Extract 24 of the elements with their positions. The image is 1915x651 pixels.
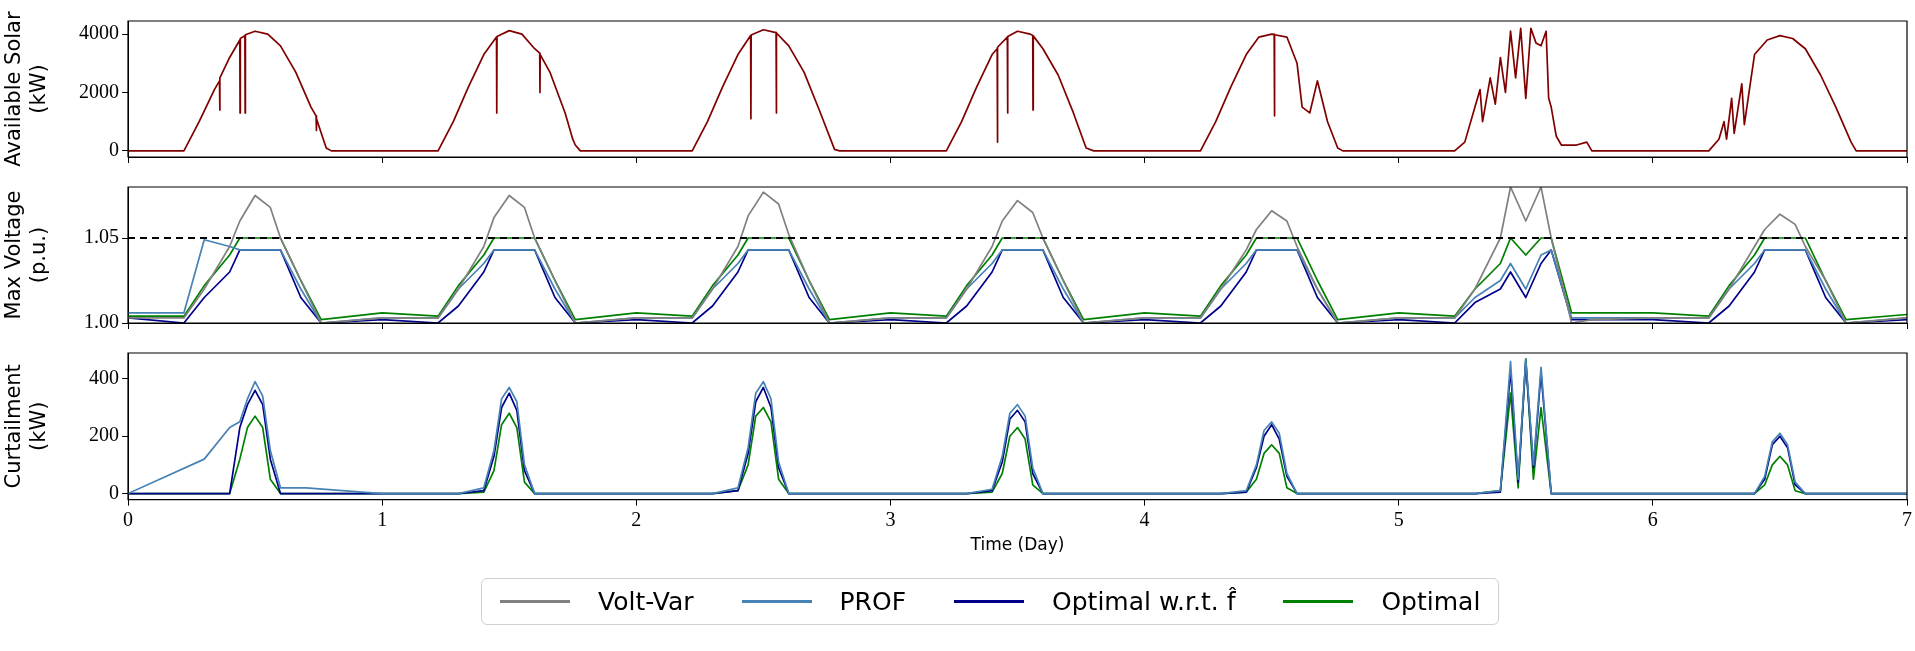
x-tick-label: 7 [1902,507,1912,530]
x-tick-label: 0 [123,507,133,530]
y-axis-title: Available Solar (kW) [1,11,51,167]
y-tick-label: 1.05 [84,225,119,248]
legend-label: Optimal w.r.t. f̂ [1052,587,1236,616]
x-tick-label: 5 [1393,507,1404,530]
y-tick-label: 1.00 [84,310,119,333]
legend-label: Volt-Var [598,587,694,616]
x-tick-label: 3 [885,507,896,530]
legend-label: PROF [839,587,907,616]
y-axis-title: Max Voltage (p.u.) [1,190,51,320]
x-tick-label: 4 [1139,507,1150,530]
y-tick-label: 200 [89,423,119,446]
y-tick-label: 0 [109,480,119,503]
y-tick-label: 400 [89,366,119,389]
x-tick-label: 6 [1647,507,1658,530]
x-tick-label: 1 [377,507,388,530]
x-axis-title: Time (Day) [969,534,1065,555]
y-axis-title: Curtailment (kW) [1,364,51,489]
y-tick-label: 0 [109,138,119,161]
y-tick-label: 2000 [79,79,119,102]
y-tick-label: 4000 [79,21,119,44]
x-tick-label: 2 [631,507,642,530]
legend-label: Optimal [1381,587,1481,616]
